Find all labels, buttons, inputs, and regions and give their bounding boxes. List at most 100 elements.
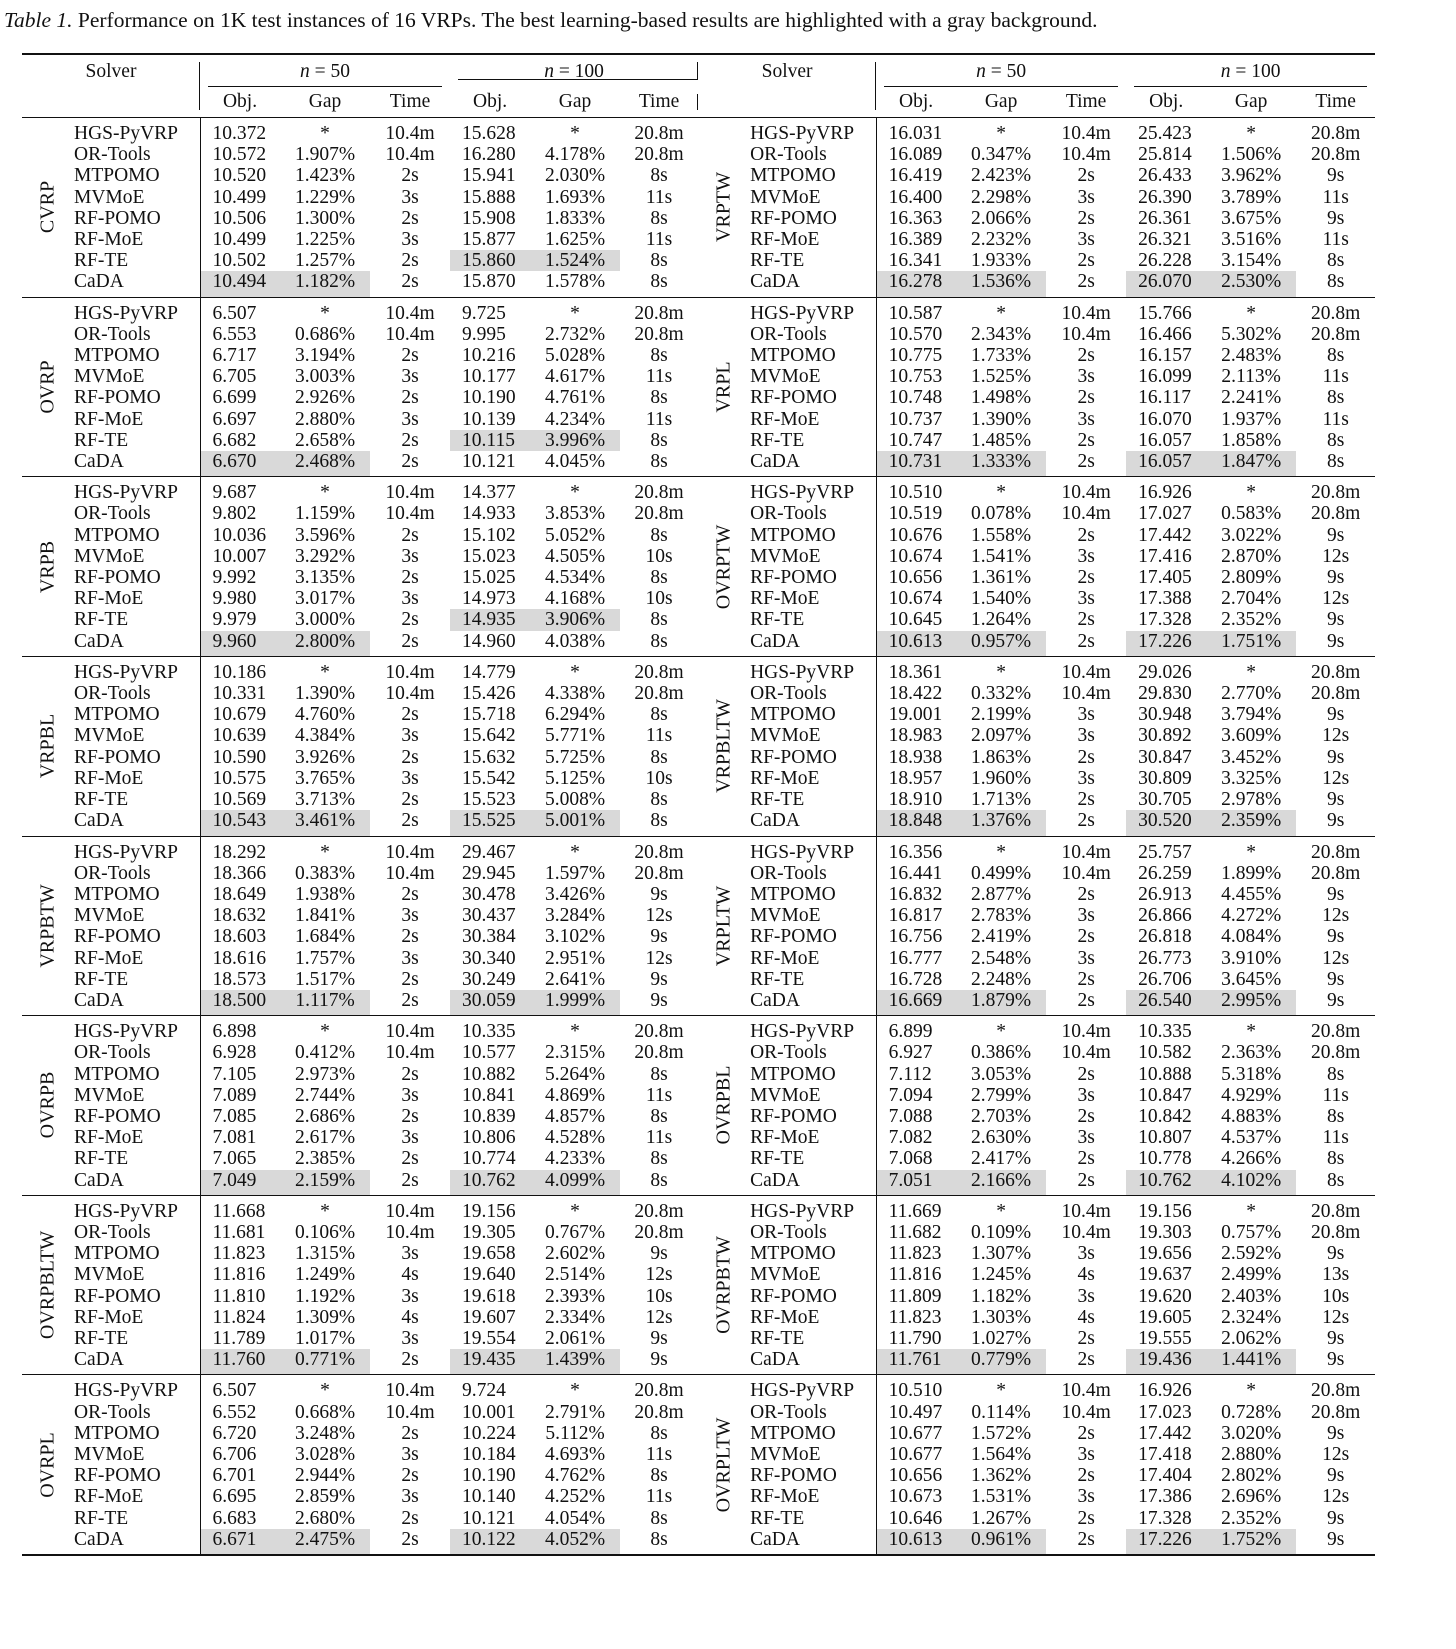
gap-n50-cell: 1.498% <box>971 387 1032 409</box>
gap-n50-cell: 2.944% <box>294 1465 356 1487</box>
obj-n50-cell: 10.656 <box>888 567 943 589</box>
time-n100-cell: 20.8m <box>1310 302 1361 324</box>
gap-n50-cell: 1.531% <box>971 1486 1032 1508</box>
gap-n100-cell: * <box>570 1021 580 1043</box>
problem-name: VRPBTW <box>36 884 59 968</box>
obj-n50-cell: 10.186 <box>212 661 267 683</box>
gap-n100-cell: 4.929% <box>1221 1084 1282 1106</box>
obj-n100-cell: 15.542 <box>462 767 516 789</box>
gap-n100-cell: 5.318% <box>1221 1063 1282 1085</box>
time-n50-cell: 2s <box>1077 609 1095 631</box>
obj-n50-cell: 10.613 <box>876 630 957 657</box>
gap-n50-cell: 0.771% <box>280 1349 371 1375</box>
time-n50-cell: 3s <box>401 947 419 969</box>
time-n100-cell: 9s <box>1326 630 1345 652</box>
obj-n50-cell: 10.570 <box>888 323 943 345</box>
gap-n50-cell: 1.757% <box>294 947 356 969</box>
time-n50-cell: 2s <box>1077 1528 1095 1550</box>
obj-n100-cell: 10.762 <box>450 1169 531 1196</box>
obj-n100-cell: 19.303 <box>1138 1221 1192 1243</box>
solver-name: MVMoE <box>750 1443 877 1466</box>
gap-n50-cell: 3.028% <box>294 1443 356 1465</box>
table-row: RF-POMO 10.506 1.300% 2s 15.908 1.833% 8s RF-PO… <box>22 207 1375 230</box>
time-n50-cell: 3s <box>1077 366 1095 388</box>
time-n100-cell: 8s <box>650 207 668 229</box>
time-n50-cell: 2s <box>1077 1063 1095 1085</box>
obj-n50-cell: 16.389 <box>888 229 943 251</box>
solver-name: OR-Tools <box>74 1401 201 1423</box>
time-n100-cell: 8s <box>650 429 668 451</box>
obj-n100-cell: 10.190 <box>462 1465 516 1487</box>
solver-name: MVMoE <box>750 1264 877 1286</box>
solver-name: RF-MoE <box>750 1486 877 1508</box>
time-n100-cell: 8s <box>650 789 668 811</box>
time-n50-cell: 3s <box>1077 767 1095 789</box>
n-variable: n <box>300 61 310 82</box>
obj-n50-cell: 6.927 <box>888 1042 933 1064</box>
table-row: OR-Tools 6.553 0.686% 10.4m 9.995 2.732% 20.8m… <box>22 323 1375 346</box>
solver-name: OR-Tools <box>74 323 201 346</box>
table-row: VRPB HGS-PyVRP 9.687 * 10.4m 14.377 * 20.8m OVRP… <box>22 476 1375 609</box>
time-n50-cell: 2s <box>1077 1327 1095 1349</box>
time-n50-cell: 3s <box>401 905 419 927</box>
gap-n100-cell: 2.061% <box>544 1327 606 1349</box>
solver-name: HGS-PyVRP <box>74 1195 201 1222</box>
gap-n50-cell: * <box>320 1021 330 1043</box>
problem-name: OVRP <box>36 360 59 414</box>
time-n50-cell: 2s <box>1077 1422 1095 1444</box>
table-row: CaDA 9.960 2.800% 2s 14.960 4.038% 8s CaDA 10.61… <box>22 630 1375 657</box>
obj-n100-cell: 15.642 <box>462 725 516 747</box>
solver-name: MVMoE <box>74 366 201 388</box>
gap-n50-cell: 2.468% <box>280 451 371 477</box>
time-n50-cell: 10.4m <box>385 323 435 345</box>
obj-n100-cell: 10.115 <box>450 429 531 452</box>
time-n100-cell: 12s <box>1322 905 1350 927</box>
gap-n50-cell: 0.779% <box>956 1349 1047 1375</box>
solver-name: RF-TE <box>74 429 201 452</box>
solver-name: RF-TE <box>74 609 201 631</box>
solver-name: HGS-PyVRP <box>750 1015 877 1043</box>
obj-n50-cell: 11.816 <box>888 1264 942 1286</box>
obj-n100-cell: 26.259 <box>1138 862 1192 884</box>
caption-label: Table 1. <box>4 8 73 32</box>
group-header-n100: n = 100 <box>1126 54 1375 87</box>
solver-name: HGS-PyVRP <box>750 836 877 863</box>
gap-n100-cell: 1.439% <box>530 1349 621 1375</box>
problem-name: VRPBLTW <box>712 699 735 794</box>
solver-name: MTPOMO <box>750 883 877 906</box>
gap-n100-cell: 5.264% <box>544 1063 606 1085</box>
time-n50-cell: 2s <box>1077 524 1095 546</box>
obj-n100-cell: 15.426 <box>462 683 516 705</box>
time-n100-cell: 8s <box>1326 271 1345 293</box>
solver-name: CaDA <box>74 1349 201 1375</box>
time-n100-cell: 9s <box>1326 926 1345 948</box>
obj-n50-cell: 18.957 <box>888 767 943 789</box>
gap-n100-cell: 4.272% <box>1221 905 1282 927</box>
obj-n50-cell: 10.510 <box>888 1380 943 1402</box>
table-row: OR-Tools 6.552 0.668% 10.4m 10.001 2.791% 20.8… <box>22 1401 1375 1423</box>
obj-n50-cell: 6.671 <box>200 1528 281 1555</box>
time-n50-cell: 3s <box>401 1486 419 1508</box>
gap-n100-cell: 1.597% <box>544 862 606 884</box>
time-n50-cell: 3s <box>1077 725 1095 747</box>
obj-n100-cell: 26.321 <box>1138 229 1192 251</box>
table-row: OR-Tools 11.681 0.106% 10.4m 19.305 0.767% 20.… <box>22 1221 1375 1244</box>
obj-n50-cell: 10.679 <box>212 704 267 726</box>
time-n100-cell: 8s <box>650 387 668 409</box>
table-row: OR-Tools 10.572 1.907% 10.4m 16.280 4.178% 20.… <box>22 144 1375 166</box>
time-n100-cell: 8s <box>650 271 668 293</box>
obj-n100-cell: 10.577 <box>462 1042 516 1064</box>
obj-n100-cell: 29.945 <box>462 862 516 884</box>
obj-n100-cell: 29.830 <box>1138 683 1192 705</box>
time-n50-cell: 3s <box>401 1127 419 1149</box>
obj-n50-cell: 10.775 <box>888 345 943 367</box>
time-n100-cell: 9s <box>650 1327 668 1349</box>
gap-n50-cell: 2.859% <box>294 1486 356 1508</box>
gap-n100-cell: 4.528% <box>544 1127 606 1149</box>
solver-name: RF-POMO <box>750 746 877 768</box>
gap-n100-cell: 4.455% <box>1221 883 1282 905</box>
time-n100-cell: 11s <box>645 408 673 430</box>
gap-n100-cell: 2.592% <box>1221 1243 1282 1265</box>
gap-n100-cell: 3.906% <box>530 609 621 631</box>
gap-n100-cell: 2.514% <box>544 1264 606 1286</box>
